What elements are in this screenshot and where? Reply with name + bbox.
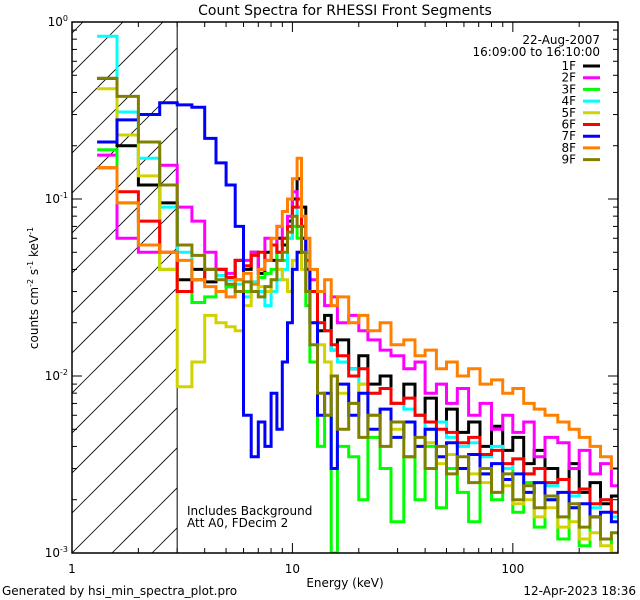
- annotation-attenuator: Att A0, FDecim 2: [187, 516, 288, 530]
- legend: 22-Aug-2007 16:09:00 to 16:10:00 1F2F3F4…: [473, 33, 600, 167]
- legend-item-3f: 3F: [561, 82, 600, 96]
- hatch-line: [72, 246, 178, 354]
- legend-label: 4F: [561, 94, 576, 108]
- hatch-line: [72, 206, 178, 314]
- legend-label: 7F: [561, 129, 576, 143]
- legend-item-7f: 7F: [561, 129, 600, 143]
- hatch-line: [72, 446, 178, 553]
- y-tick-label: 100: [48, 14, 68, 29]
- legend-item-5f: 5F: [561, 106, 600, 120]
- legend-label: 1F: [561, 59, 576, 73]
- legend-label: 8F: [561, 141, 576, 155]
- legend-label: 3F: [561, 82, 576, 96]
- series-group: [97, 34, 618, 553]
- legend-item-1f: 1F: [561, 59, 600, 73]
- hatch-line: [72, 366, 178, 474]
- footer-generator: Generated by hsi_min_spectra_plot.pro: [2, 584, 237, 598]
- legend-label: 9F: [561, 153, 576, 167]
- legend-item-8f: 8F: [561, 141, 600, 155]
- footer-timestamp: 12-Apr-2023 18:36: [523, 584, 636, 598]
- hatch-line: [72, 46, 178, 154]
- series-line-8f: [97, 156, 618, 470]
- axis-tick-labels: 1 10 100 100 10-1 10-2 10-3: [45, 14, 525, 576]
- plot-frame: [71, 21, 619, 554]
- hatch-line: [72, 406, 178, 514]
- hatch-line: [72, 22, 164, 114]
- x-tick-label: 1: [68, 562, 76, 576]
- series-line-9f: [97, 76, 618, 541]
- background-hatch-region: [72, 22, 178, 553]
- legend-item-2f: 2F: [561, 71, 600, 85]
- chart-title: Count Spectra for RHESSI Front Segments: [198, 3, 492, 19]
- legend-time-range: 16:09:00 to 16:10:00: [473, 45, 600, 59]
- legend-label: 2F: [561, 71, 576, 85]
- y-tick-label: 10-3: [45, 545, 68, 560]
- legend-label: 6F: [561, 118, 576, 132]
- legend-item-9f: 9F: [561, 153, 600, 167]
- legend-item-4f: 4F: [561, 94, 600, 108]
- y-tick-label: 10-1: [45, 191, 68, 206]
- x-tick-label: 100: [501, 562, 524, 576]
- legend-item-6f: 6F: [561, 118, 600, 132]
- legend-label: 5F: [561, 106, 576, 120]
- y-axis-label: counts cm-2 s-1 keV-1: [26, 227, 41, 349]
- legend-date: 22-Aug-2007: [522, 33, 600, 47]
- x-tick-label: 10: [285, 562, 300, 576]
- annotation-background: Includes Background: [187, 504, 312, 518]
- y-tick-label: 10-2: [45, 368, 68, 383]
- x-axis-label: Energy (keV): [306, 576, 383, 590]
- axis-ticks: [71, 22, 619, 554]
